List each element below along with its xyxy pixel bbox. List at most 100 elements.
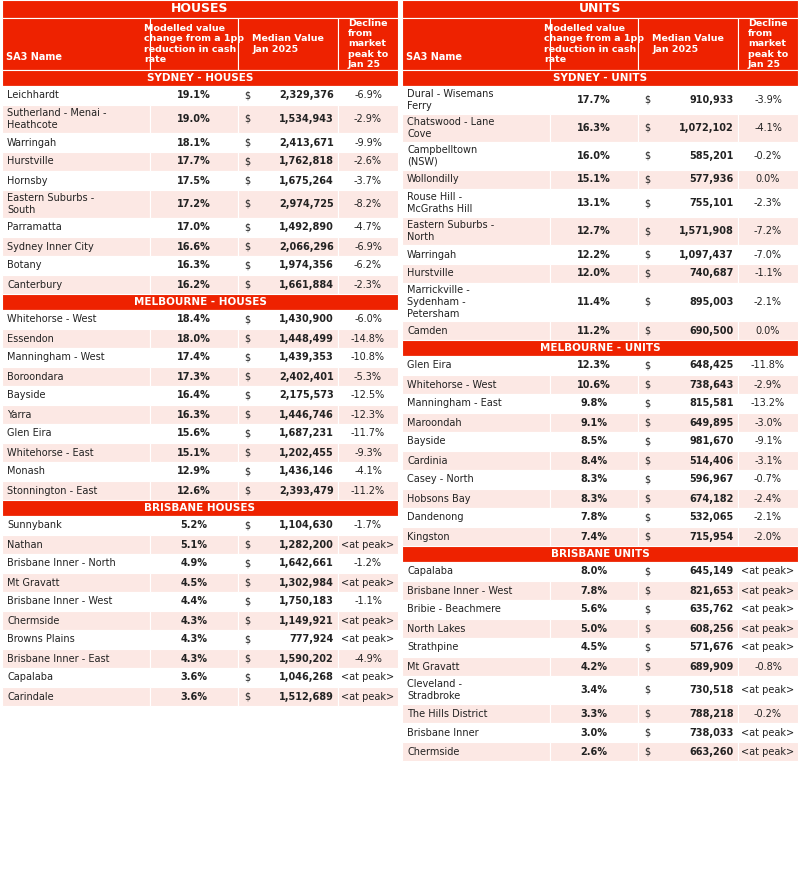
Text: 18.0%: 18.0%: [177, 334, 211, 344]
Bar: [402, 657, 550, 676]
Bar: [402, 217, 550, 245]
Bar: [402, 619, 550, 638]
Text: 532,065: 532,065: [690, 512, 734, 522]
Bar: [550, 356, 638, 375]
Bar: [150, 329, 238, 348]
Bar: [550, 245, 638, 264]
Text: -2.6%: -2.6%: [354, 156, 382, 167]
Text: -1.2%: -1.2%: [354, 559, 382, 568]
Bar: [150, 592, 238, 611]
Text: $: $: [244, 114, 250, 124]
Bar: [550, 264, 638, 283]
Bar: [150, 171, 238, 190]
Text: 1,448,499: 1,448,499: [279, 334, 334, 344]
Bar: [150, 630, 238, 649]
Text: Eastern Suburbs -
South: Eastern Suburbs - South: [7, 194, 94, 215]
Bar: [238, 237, 338, 256]
Text: 8.0%: 8.0%: [581, 567, 607, 576]
Text: $: $: [244, 176, 250, 186]
Text: -5.3%: -5.3%: [354, 371, 382, 382]
Text: 2,413,671: 2,413,671: [279, 138, 334, 147]
Text: -4.1%: -4.1%: [754, 123, 782, 133]
Text: 1,571,908: 1,571,908: [679, 226, 734, 236]
Text: MELBOURNE - HOUSES: MELBOURNE - HOUSES: [134, 297, 266, 307]
Text: Whitehorse - East: Whitehorse - East: [7, 448, 94, 457]
Bar: [2, 443, 150, 462]
Bar: [238, 348, 338, 367]
Bar: [338, 535, 398, 554]
Text: 608,256: 608,256: [690, 623, 734, 633]
Text: -4.1%: -4.1%: [354, 466, 382, 477]
Bar: [2, 592, 150, 611]
Text: -2.3%: -2.3%: [754, 198, 782, 208]
Text: $: $: [644, 95, 650, 105]
Bar: [638, 508, 738, 527]
Bar: [402, 245, 550, 264]
Bar: [238, 668, 338, 687]
Text: 16.3%: 16.3%: [177, 409, 211, 419]
Bar: [150, 649, 238, 668]
Text: Decline
from
market
peak to
Jan 25: Decline from market peak to Jan 25: [348, 19, 388, 69]
Text: -12.5%: -12.5%: [351, 391, 385, 400]
Bar: [338, 218, 398, 237]
Text: 0.0%: 0.0%: [756, 175, 780, 185]
Text: 1,642,661: 1,642,661: [279, 559, 334, 568]
Bar: [550, 489, 638, 508]
Text: Hurstville: Hurstville: [407, 268, 454, 279]
Text: Carindale: Carindale: [7, 692, 54, 702]
Bar: [338, 152, 398, 171]
Bar: [402, 581, 550, 600]
Text: -7.0%: -7.0%: [754, 250, 782, 259]
Bar: [402, 70, 798, 86]
Text: 8.3%: 8.3%: [581, 474, 607, 485]
Text: 648,425: 648,425: [690, 361, 734, 370]
Bar: [150, 535, 238, 554]
Bar: [338, 105, 398, 133]
Text: -6.9%: -6.9%: [354, 242, 382, 251]
Text: $: $: [244, 280, 250, 289]
Bar: [638, 581, 738, 600]
Text: Chatswood - Lane
Cove: Chatswood - Lane Cove: [407, 117, 494, 139]
Text: HOUSES: HOUSES: [171, 3, 229, 15]
Text: -6.0%: -6.0%: [354, 314, 382, 324]
Bar: [150, 190, 238, 218]
Text: 4.3%: 4.3%: [181, 615, 207, 625]
Text: 17.7%: 17.7%: [177, 156, 211, 167]
Bar: [238, 310, 338, 329]
Text: Warringah: Warringah: [407, 250, 458, 259]
Text: $: $: [644, 512, 650, 522]
Text: 1,534,943: 1,534,943: [279, 114, 334, 124]
Text: Capalaba: Capalaba: [407, 567, 453, 576]
Text: <at peak>: <at peak>: [742, 727, 794, 738]
Bar: [638, 283, 738, 321]
Text: $: $: [644, 297, 650, 307]
Bar: [2, 294, 398, 310]
Text: $: $: [244, 91, 250, 100]
Text: $: $: [644, 605, 650, 614]
Bar: [638, 170, 738, 189]
Text: 9.8%: 9.8%: [581, 399, 607, 408]
Bar: [550, 170, 638, 189]
Bar: [402, 18, 550, 70]
Bar: [738, 451, 798, 470]
Text: Botany: Botany: [7, 260, 42, 271]
Bar: [738, 375, 798, 394]
Text: Hurstville: Hurstville: [7, 156, 54, 167]
Bar: [550, 600, 638, 619]
Bar: [238, 687, 338, 706]
Bar: [550, 217, 638, 245]
Bar: [738, 394, 798, 413]
Text: $: $: [244, 199, 250, 209]
Text: 1,762,818: 1,762,818: [279, 156, 334, 167]
Text: $: $: [644, 456, 650, 465]
Text: 1,512,689: 1,512,689: [279, 692, 334, 702]
Bar: [550, 432, 638, 451]
Bar: [2, 218, 150, 237]
Text: 1,661,884: 1,661,884: [279, 280, 334, 289]
Bar: [638, 619, 738, 638]
Text: 2.6%: 2.6%: [581, 747, 607, 757]
Text: -3.7%: -3.7%: [354, 176, 382, 186]
Text: 577,936: 577,936: [690, 175, 734, 185]
Text: <at peak>: <at peak>: [342, 692, 394, 702]
Bar: [150, 443, 238, 462]
